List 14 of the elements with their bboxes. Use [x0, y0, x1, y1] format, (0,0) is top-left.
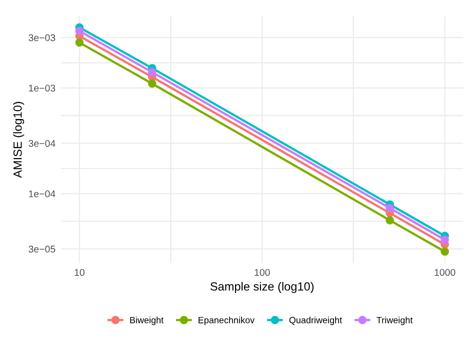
y-tick-label: 3e−05 [28, 246, 56, 253]
legend-label: Quadriweight [289, 316, 342, 326]
y-tick-label: 1e−04 [29, 190, 56, 198]
x-tick-label: 10 [74, 268, 84, 276]
y-tick-label: 3e−04 [28, 140, 56, 147]
x-tick-label: 1000 [434, 268, 456, 276]
y-axis-title: AMISE (log10) [13, 102, 24, 178]
legend-label: Triweight [376, 316, 413, 326]
y-tick-label: 1e−03 [29, 84, 56, 92]
legend-label: Epanechnikov [198, 316, 255, 326]
x-tick-label: 100 [254, 268, 270, 276]
x-axis-title: Sample size (log10) [210, 282, 314, 293]
y-tick-label: 3e−03 [28, 34, 56, 42]
legend-label: Biweight [130, 316, 164, 326]
